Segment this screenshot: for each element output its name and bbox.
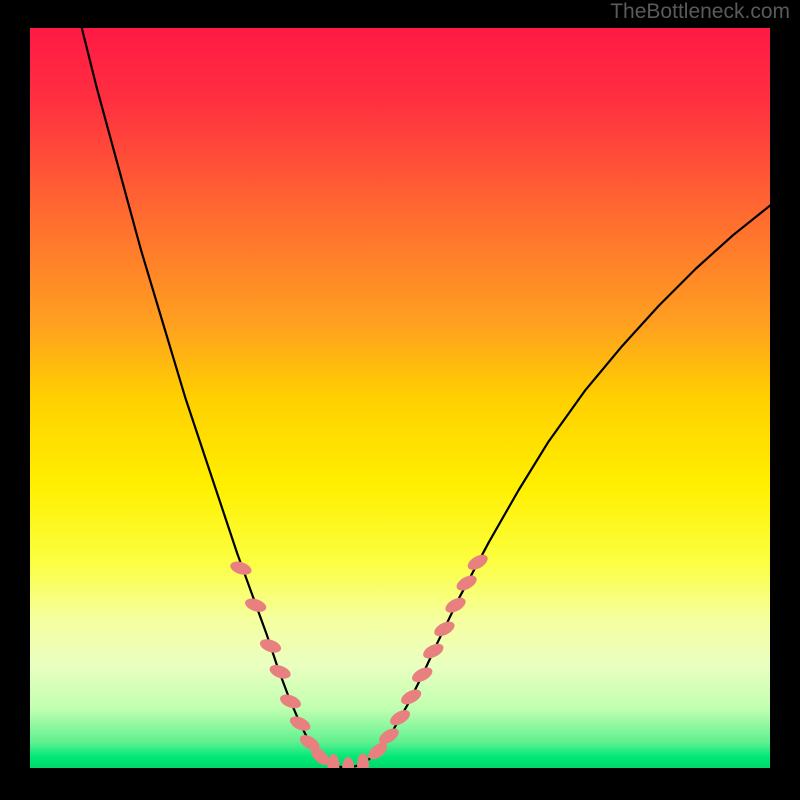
chart-plot-area — [30, 28, 770, 768]
chart-background — [30, 28, 770, 768]
watermark-text: TheBottleneck.com — [610, 0, 790, 24]
chart-svg — [30, 28, 770, 768]
